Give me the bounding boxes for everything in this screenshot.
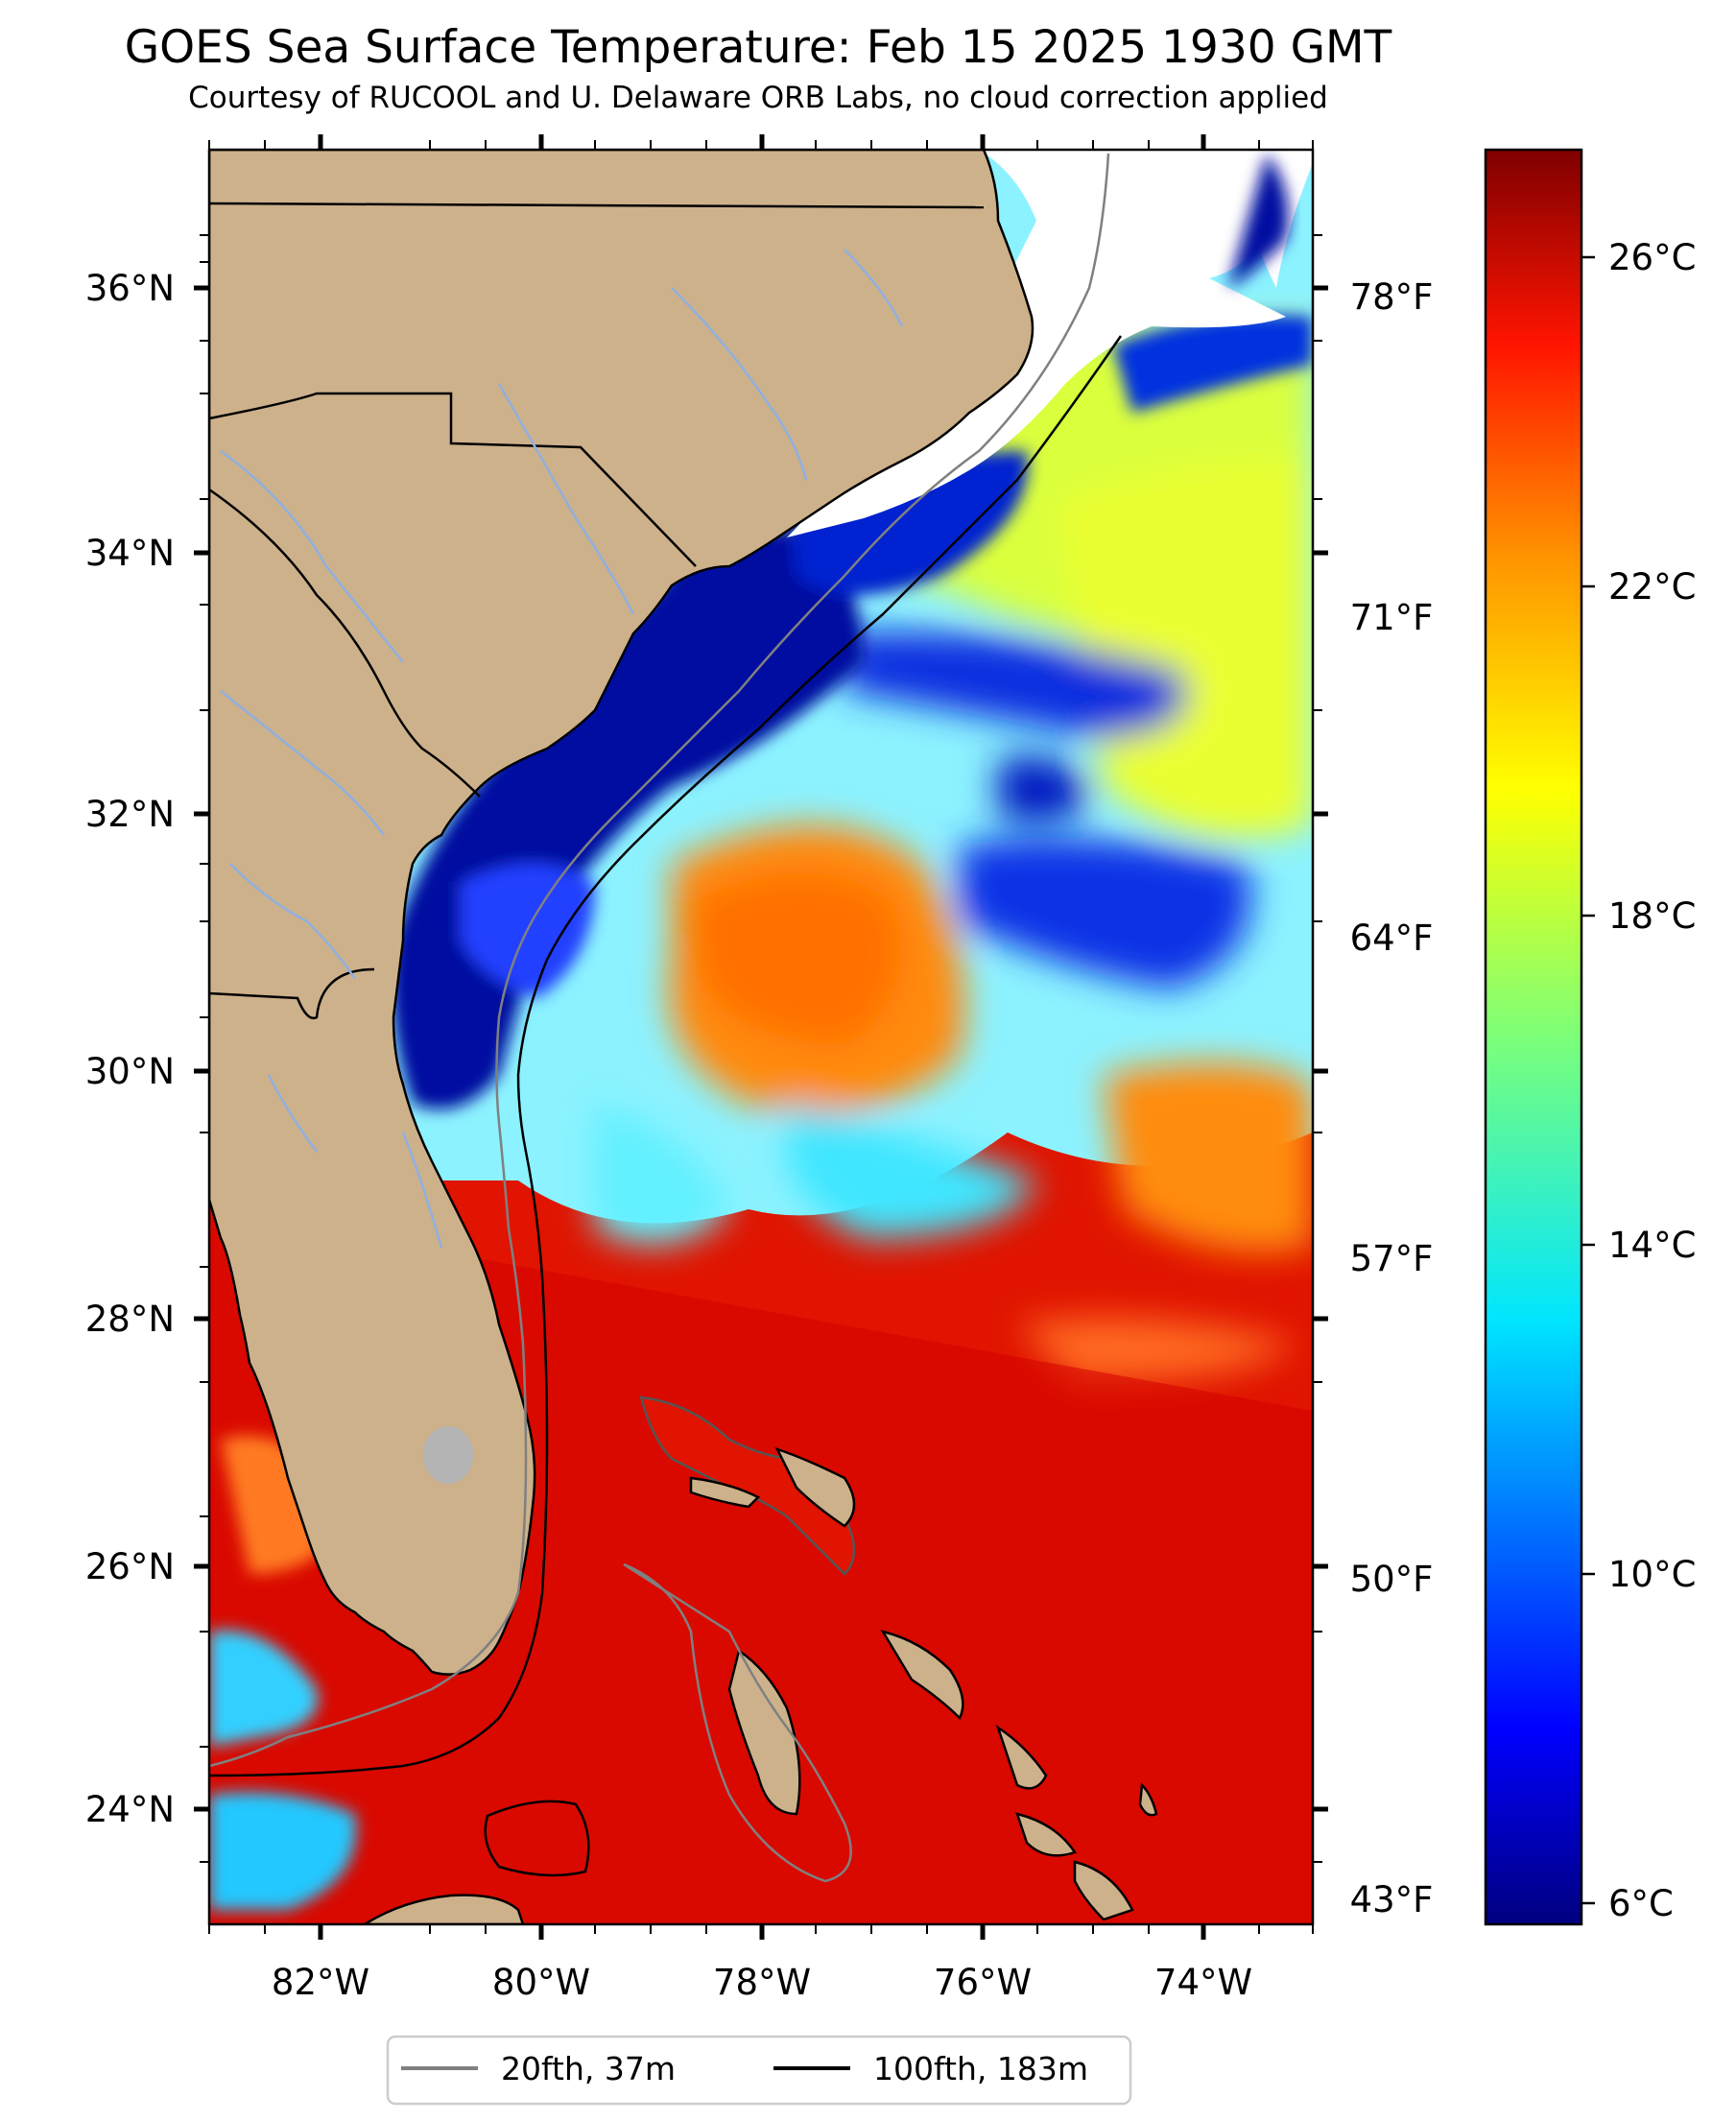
- lon-label: 76°W: [934, 1962, 1032, 2003]
- colorbar-label: 18°C: [1608, 895, 1696, 937]
- f-label: 43°F: [1350, 1879, 1434, 1920]
- colorbar-label: 14°C: [1608, 1225, 1696, 1266]
- legend-label-20fth: 20fth, 37m: [501, 2050, 676, 2087]
- fahrenheit-labels: 78°F 71°F 64°F 57°F 50°F 43°F: [1350, 276, 1434, 1920]
- lon-label: 80°W: [492, 1962, 590, 2003]
- colorbar-label: 22°C: [1608, 566, 1696, 608]
- colorbar-label: 26°C: [1608, 237, 1696, 278]
- f-label: 50°F: [1350, 1559, 1434, 1600]
- state-borders: [209, 202, 985, 1020]
- lon-label: 78°W: [713, 1962, 811, 2003]
- lat-label: 30°N: [85, 1051, 175, 1092]
- longitude-labels: 82°W 80°W 78°W 76°W 74°W: [272, 1962, 1252, 2003]
- lat-label: 34°N: [85, 533, 175, 574]
- f-label: 71°F: [1350, 597, 1434, 638]
- latitude-labels: 36°N 34°N 32°N 30°N 28°N 26°N 24°N: [85, 268, 175, 1830]
- colorbar-label: 6°C: [1608, 1883, 1674, 1924]
- lake-okeechobee: [423, 1426, 473, 1484]
- lon-label: 82°W: [272, 1962, 369, 2003]
- coastal-cold-water: [391, 315, 1313, 1109]
- lat-label: 28°N: [85, 1299, 175, 1340]
- colorbar-label: 10°C: [1608, 1554, 1696, 1595]
- minor-ticks: [200, 140, 1322, 1934]
- us-mainland: [209, 150, 1034, 1676]
- f-label: 64°F: [1350, 918, 1434, 959]
- lat-label: 26°N: [85, 1546, 175, 1587]
- legend: 20fth, 37m 100fth, 183m: [386, 2035, 1132, 2106]
- legend-box: [386, 2035, 1132, 2106]
- lon-label: 74°W: [1154, 1962, 1252, 2003]
- legend-label-100fth: 100fth, 183m: [873, 2050, 1088, 2087]
- map-subtitle: Courtesy of RUCOOL and U. Delaware ORB L…: [188, 81, 1328, 115]
- rivers: [220, 249, 904, 1249]
- isobaths: [209, 153, 1123, 1883]
- map-title: GOES Sea Surface Temperature: Feb 15 202…: [124, 21, 1392, 74]
- map-area: [209, 150, 1313, 1924]
- lat-label: 24°N: [85, 1789, 175, 1830]
- colorbar: 26°C 22°C 18°C 14°C 10°C 6°C: [1484, 148, 1696, 1926]
- colorbar-gradient: [1484, 148, 1583, 1926]
- isobath-20fth: [209, 153, 1110, 1768]
- cuba: [362, 1894, 525, 1924]
- f-label: 57°F: [1350, 1238, 1434, 1279]
- bahamas: [639, 1395, 1158, 1921]
- major-ticks: [194, 134, 1328, 1940]
- lat-label: 32°N: [85, 794, 175, 835]
- f-label: 78°F: [1350, 276, 1434, 318]
- isobath-100fth: [209, 335, 1123, 1777]
- lat-label: 36°N: [85, 268, 175, 309]
